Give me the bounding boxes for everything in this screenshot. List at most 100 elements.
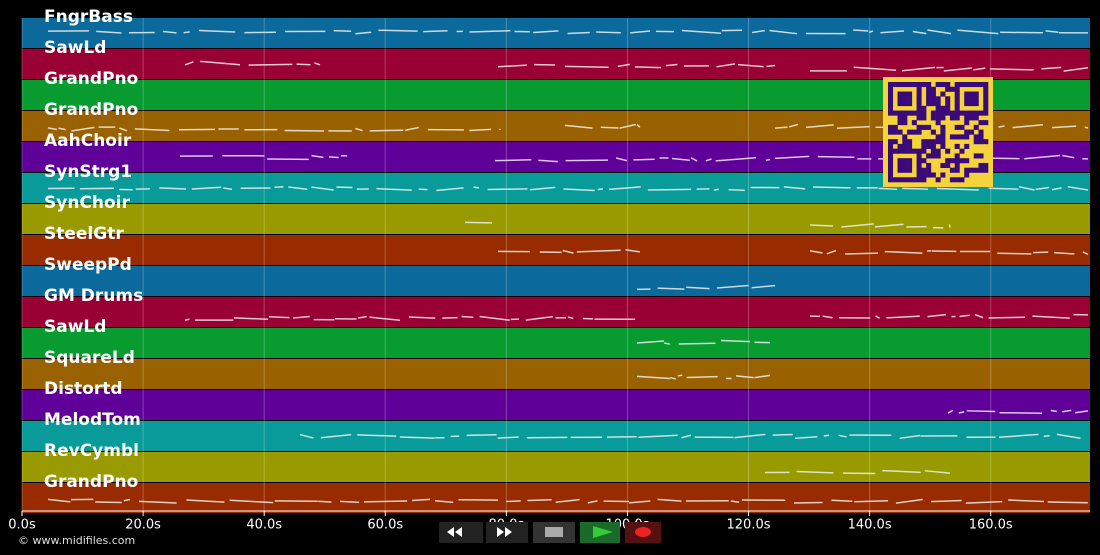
tick-label: 160.0s: [969, 518, 1013, 533]
rewind-icon: [447, 527, 462, 537]
qr-module: [916, 158, 922, 164]
note: [868, 30, 874, 34]
qr-module: [902, 167, 908, 173]
note: [931, 499, 962, 503]
qr-module: [964, 82, 970, 88]
qr-module: [973, 153, 979, 159]
note: [884, 250, 923, 254]
qr-module: [945, 162, 951, 169]
qr-module: [926, 96, 932, 102]
track-band: [22, 266, 1090, 296]
note: [497, 64, 527, 68]
track-label: RevCymbl: [44, 441, 139, 461]
qr-module: [930, 115, 936, 121]
qr-module: [973, 134, 979, 140]
qr-module: [983, 101, 989, 107]
note: [609, 186, 641, 191]
note: [357, 315, 367, 319]
qr-module: [921, 105, 927, 111]
note: [690, 157, 698, 162]
qr-module: [973, 139, 979, 145]
qr-module: [978, 167, 984, 173]
track-label: GrandPno: [44, 100, 138, 120]
note: [248, 63, 293, 66]
track-band: [22, 49, 1090, 79]
qr-module: [983, 91, 989, 97]
qr-module: [959, 177, 965, 183]
qr-module: [892, 139, 898, 145]
qr-module: [916, 86, 922, 92]
qr-module: [897, 101, 903, 107]
qr-module: [916, 167, 922, 173]
note: [822, 315, 833, 319]
note: [997, 252, 1032, 255]
qr-module: [892, 129, 898, 135]
note: [1052, 125, 1077, 129]
qr-module: [935, 115, 941, 121]
qr-module: [897, 120, 903, 126]
note: [619, 123, 636, 129]
note: [988, 316, 1025, 319]
qr-module: [954, 115, 960, 121]
note: [1062, 154, 1075, 159]
qr-module: [954, 82, 960, 88]
qr-module: [897, 143, 903, 149]
note: [1063, 67, 1089, 72]
note: [469, 29, 511, 33]
track-label: SweepPd: [44, 255, 132, 275]
note: [737, 63, 764, 68]
qr-module: [921, 177, 927, 183]
qr-module: [921, 110, 927, 116]
note: [434, 500, 454, 504]
track-label: GrandPno: [44, 472, 138, 492]
note: [947, 409, 954, 414]
note: [299, 433, 314, 439]
tick-label: 20.0s: [125, 518, 161, 533]
qr-module: [930, 139, 936, 145]
qr-module: [907, 82, 913, 88]
note: [735, 375, 754, 379]
note: [774, 155, 810, 160]
qr-module: [897, 96, 903, 102]
note: [902, 66, 936, 72]
grid: [21, 18, 992, 511]
note: [794, 436, 818, 440]
note: [1062, 409, 1072, 413]
qr-module: [954, 177, 960, 183]
play-icon: [593, 526, 613, 538]
note: [229, 499, 274, 504]
note: [134, 128, 170, 132]
note: [563, 188, 595, 192]
note: [412, 498, 431, 502]
tick-label: 40.0s: [246, 518, 282, 533]
qr-module: [911, 148, 917, 154]
qr-module: [921, 148, 927, 154]
qr-module: [902, 115, 908, 121]
note: [567, 316, 574, 320]
note: [853, 29, 869, 32]
qr-module: [949, 115, 955, 121]
qr-module: [940, 91, 946, 97]
qr-module: [911, 129, 917, 135]
forward-icon: [497, 527, 512, 537]
track-label: AahChoir: [44, 131, 132, 151]
note: [564, 65, 609, 69]
track-label: GrandPno: [44, 69, 138, 89]
qr-module: [902, 91, 908, 97]
qr-module: [907, 177, 913, 183]
note: [831, 499, 853, 502]
note: [364, 500, 408, 503]
note: [1008, 499, 1044, 503]
qr-module: [888, 82, 894, 88]
note: [183, 31, 190, 34]
qr-module: [935, 82, 941, 88]
note: [1084, 126, 1089, 129]
track-band: [22, 297, 1090, 327]
qr-module: [959, 158, 965, 164]
track-band: [22, 18, 1090, 48]
qr-module: [930, 172, 936, 178]
qr-module: [921, 124, 927, 130]
qr-module: [930, 96, 936, 102]
qr-module: [892, 148, 898, 154]
qr-module: [949, 167, 955, 173]
